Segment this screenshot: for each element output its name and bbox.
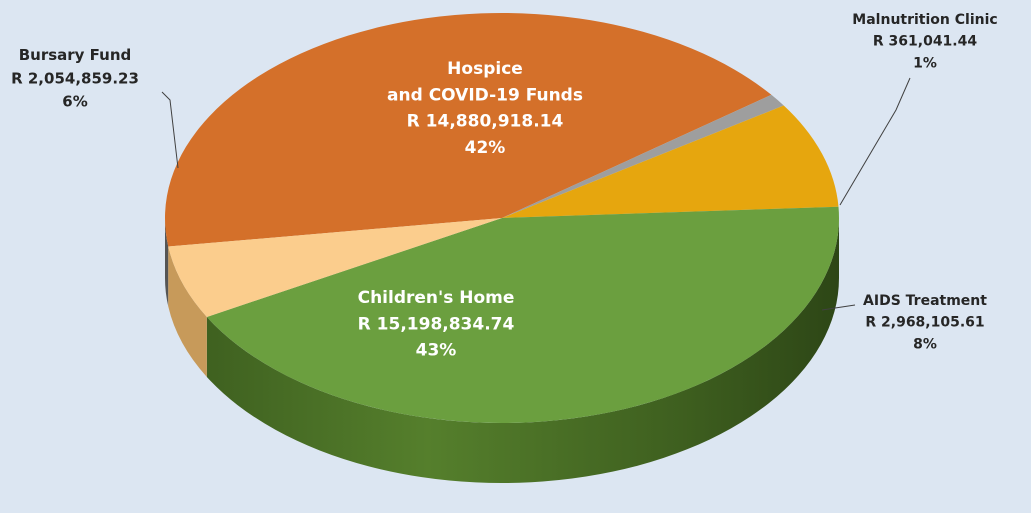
slice-label-percent: 43% — [416, 341, 457, 361]
slice-label-name: Children's Home — [358, 288, 515, 308]
slice-label-name-line2: and COVID-19 Funds — [387, 85, 583, 105]
slice-bursary-fund — [168, 218, 502, 317]
slice-label-value: R 15,198,834.74 — [358, 314, 515, 334]
slice-label-percent: 8% — [913, 336, 937, 352]
slice-label-value: R 2,968,105.61 — [865, 315, 984, 331]
slice-labels: Hospice and COVID-19 Funds R 14,880,918.14… — [11, 12, 998, 361]
leader-line-malnutrition-clinic — [839, 77, 911, 206]
slice-label-percent: 1% — [913, 55, 937, 71]
leader-line-aids-treatment — [821, 304, 856, 311]
side-wall-bursary-fund — [168, 246, 207, 377]
leader-line-bursary-fund — [161, 91, 179, 169]
side-wall-children-s-home — [206, 218, 839, 483]
slice-aids-treatment — [502, 105, 839, 218]
slice-label-value: R 2,054,859.23 — [11, 69, 139, 87]
slice-label-name: AIDS Treatment — [863, 293, 987, 309]
pie-slices — [165, 12, 839, 423]
slice-label-name: Hospice — [447, 59, 523, 79]
slice-label-percent: 6% — [62, 93, 87, 111]
slice-malnutrition-clinic — [502, 94, 784, 218]
slice-label-name: Bursary Fund — [19, 46, 132, 64]
leader-lines — [161, 77, 911, 311]
slice-children-s-home — [206, 206, 839, 423]
slice-hospice — [165, 12, 772, 247]
slice-label-percent: 42% — [465, 138, 506, 158]
slice-label-name: Malnutrition Clinic — [852, 12, 997, 28]
pie-side-walls — [165, 218, 839, 483]
side-wall-hospice — [165, 218, 169, 307]
slice-label-value: R 14,880,918.14 — [407, 112, 564, 132]
slice-label-value: R 361,041.44 — [873, 34, 977, 50]
